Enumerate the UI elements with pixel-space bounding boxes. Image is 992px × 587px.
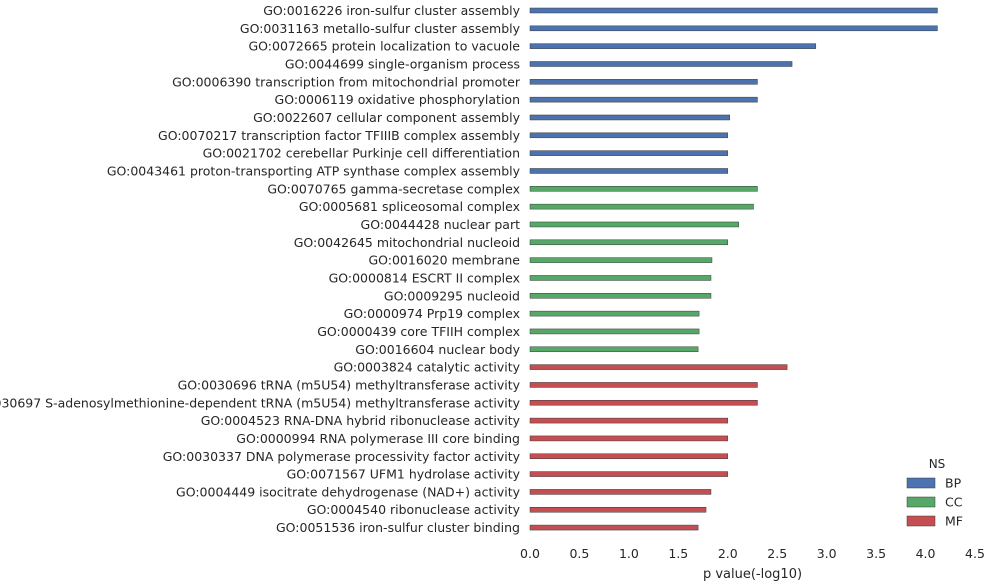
bar-mf	[529, 382, 758, 388]
x-tick-label: 3.5	[866, 546, 886, 561]
category-label: GO:0000994 RNA polymerase III core bindi…	[236, 431, 520, 446]
bar-bp	[529, 25, 938, 32]
category-label: GO:0044428 nuclear part	[361, 217, 521, 232]
category-label: GO:0016020 membrane	[368, 253, 520, 268]
bar-bp	[529, 61, 793, 67]
category-label: GO:0021702 cerebellar Purkinje cell diff…	[203, 146, 520, 161]
category-labels: GO:0016226 iron-sulfur cluster assembly G…	[0, 3, 521, 535]
category-label: GO:0000439 core TFIIH complex	[317, 324, 520, 339]
bar-mf	[529, 435, 729, 442]
category-label: GO:0006390 transcription from mitochondr…	[172, 74, 521, 89]
bar-mf	[529, 489, 712, 495]
legend-label-cc: CC	[945, 495, 963, 510]
x-axis-ticks: 0.0 0.5 1.0 1.5 2.0 2.5 3.0 3.5 4.0 4.5	[520, 546, 985, 561]
category-label: GO:0070217 transcription factor TFIIIB c…	[158, 128, 521, 143]
category-label: GO:0072665 protein localization to vacuo…	[249, 39, 521, 54]
bar-cc	[529, 275, 712, 281]
bar-mf	[529, 364, 788, 370]
category-label: GO:0003824 catalytic activity	[334, 360, 521, 375]
bar-cc	[529, 346, 699, 353]
bar-bp	[529, 168, 729, 174]
bar-mf	[529, 453, 729, 459]
x-tick-label: 4.0	[916, 546, 936, 561]
x-tick-label: 1.5	[668, 546, 688, 561]
legend: NS BP CC MF	[906, 457, 963, 529]
category-label: GO:0000974 Prp19 complex	[344, 306, 520, 321]
bar-bp	[529, 7, 938, 14]
category-label: GO:0016604 nuclear body	[355, 342, 520, 357]
legend-swatch-bp	[906, 477, 936, 489]
bar-bp	[529, 43, 817, 49]
bar-bp	[529, 79, 758, 85]
category-label: GO:0000814 ESCRT II complex	[329, 270, 520, 285]
category-label: GO:0004540 ribonuclease activity	[307, 502, 521, 517]
bar-bp	[529, 132, 729, 139]
category-label: GO:0009295 nucleoid	[384, 288, 520, 303]
category-label: GO:0004449 isocitrate dehydrogenase (NAD…	[176, 484, 521, 499]
bars-layer	[529, 7, 938, 531]
bar-bp	[529, 150, 729, 156]
category-label: GO:0071567 UFM1 hydrolase activity	[287, 467, 521, 482]
bar-cc	[529, 203, 754, 210]
category-label: GO:0030697 S-adenosylmethionine-dependen…	[0, 395, 521, 410]
category-label: GO:0030337 DNA polymerase processivity f…	[163, 449, 521, 464]
bar-mf	[529, 506, 707, 513]
bar-cc	[529, 221, 739, 228]
bar-cc	[529, 293, 712, 299]
category-label: GO:0044699 single-organism process	[285, 56, 520, 71]
bar-bp	[529, 114, 731, 121]
category-label: GO:0030696 tRNA (m5U54) methyltransferas…	[178, 377, 521, 392]
legend-swatch-mf	[906, 515, 936, 527]
bar-cc	[529, 310, 700, 317]
category-label: GO:0051536 iron-sulfur cluster binding	[276, 520, 520, 535]
category-label: GO:0042645 mitochondrial nucleoid	[294, 235, 520, 250]
x-tick-label: 1.0	[619, 546, 639, 561]
bar-cc	[529, 239, 729, 246]
bar-mf	[529, 524, 699, 531]
bar-cc	[529, 328, 700, 335]
legend-swatch-cc	[906, 496, 936, 508]
bar-mf	[529, 471, 729, 477]
x-tick-label: 2.5	[767, 546, 787, 561]
category-label: GO:0016226 iron-sulfur cluster assembly	[263, 3, 520, 18]
bar-cc	[529, 257, 713, 263]
x-tick-label: 4.5	[965, 546, 985, 561]
bar-cc	[529, 186, 758, 192]
legend-label-mf: MF	[945, 514, 963, 529]
x-axis-label: p value(-log10)	[703, 567, 802, 582]
legend-title: NS	[929, 457, 946, 471]
category-label: GO:0031163 metallo-sulfur cluster assemb…	[240, 21, 521, 36]
x-tick-label: 2.0	[718, 546, 738, 561]
category-label: GO:0004523 RNA-DNA hybrid ribonuclease a…	[201, 413, 521, 428]
bar-mf	[529, 417, 729, 424]
category-label: GO:0043461 proton-transporting ATP synth…	[107, 163, 521, 178]
legend-label-bp: BP	[945, 476, 962, 491]
x-tick-label: 0.5	[569, 546, 589, 561]
category-label: GO:0022607 cellular component assembly	[253, 110, 520, 125]
x-tick-label: 0.0	[520, 546, 540, 561]
category-label: GO:0005681 spliceosomal complex	[299, 199, 520, 214]
category-label: GO:0070765 gamma-secretase complex	[267, 181, 520, 196]
category-label: GO:0006119 oxidative phosphorylation	[275, 92, 520, 107]
bar-bp	[529, 96, 758, 103]
bar-mf	[529, 400, 758, 406]
x-tick-label: 3.0	[817, 546, 837, 561]
